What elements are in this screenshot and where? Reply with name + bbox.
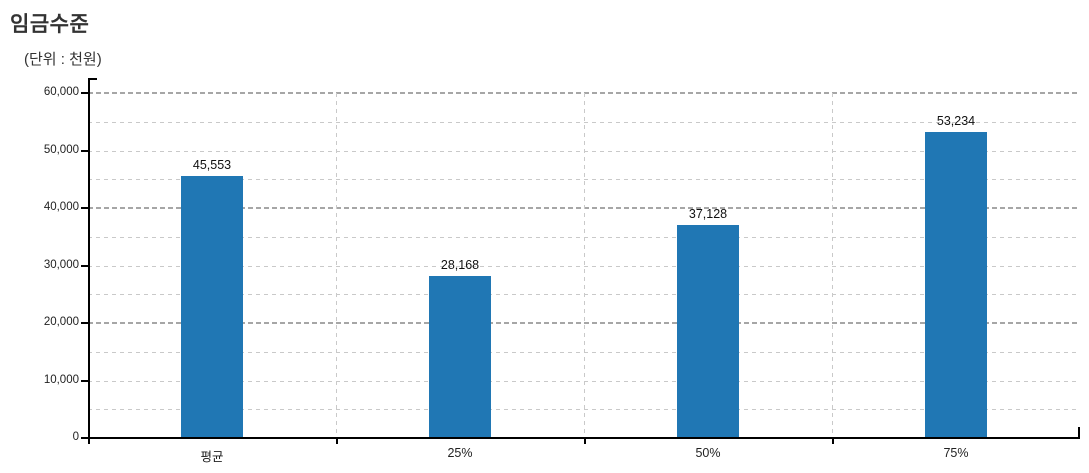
category-label: 평균 [200, 450, 224, 464]
y-axis-top-cap [88, 78, 97, 80]
y-axis-tick [81, 149, 88, 152]
y-axis-line [88, 78, 90, 439]
y-tick-label: 10,000 [43, 373, 79, 386]
bar-value-label: 45,553 [192, 158, 232, 173]
category-label: 75% [943, 446, 969, 460]
bar-value-label: 53,234 [936, 113, 976, 128]
category-separator-line [336, 93, 337, 438]
x-axis-line [88, 437, 1080, 439]
category-separator-line [584, 93, 585, 438]
y-axis-tick [81, 207, 88, 209]
category-label: 25% [447, 446, 473, 460]
y-axis-tick [81, 264, 88, 267]
x-axis-tick [584, 438, 586, 444]
y-tick-label: 0 [72, 431, 79, 443]
y-tick-label: 40,000 [43, 201, 79, 213]
bar [677, 224, 739, 438]
category-separator-line [832, 93, 833, 438]
x-axis-tick [832, 438, 834, 444]
y-axis-tick [81, 437, 88, 439]
bar [925, 131, 987, 438]
x-axis-tick [336, 438, 338, 444]
x-axis-right-cap [1078, 427, 1080, 438]
x-axis-tick [88, 438, 90, 444]
y-axis-tick [81, 379, 88, 382]
category-label: 50% [695, 446, 721, 460]
y-tick-label: 50,000 [43, 143, 79, 156]
y-axis-tick [81, 92, 88, 94]
bar [181, 176, 243, 438]
chart-title: 임금수준 [10, 13, 90, 36]
y-tick-label: 20,000 [43, 316, 79, 328]
chart-unit-label: (단위 : 천원) [24, 51, 102, 68]
bar-value-label: 37,128 [688, 206, 728, 221]
bar-value-label: 28,168 [440, 258, 480, 273]
bar [429, 276, 491, 438]
y-tick-label: 60,000 [43, 86, 79, 98]
y-axis-tick [81, 322, 88, 324]
y-tick-label: 30,000 [43, 258, 79, 271]
